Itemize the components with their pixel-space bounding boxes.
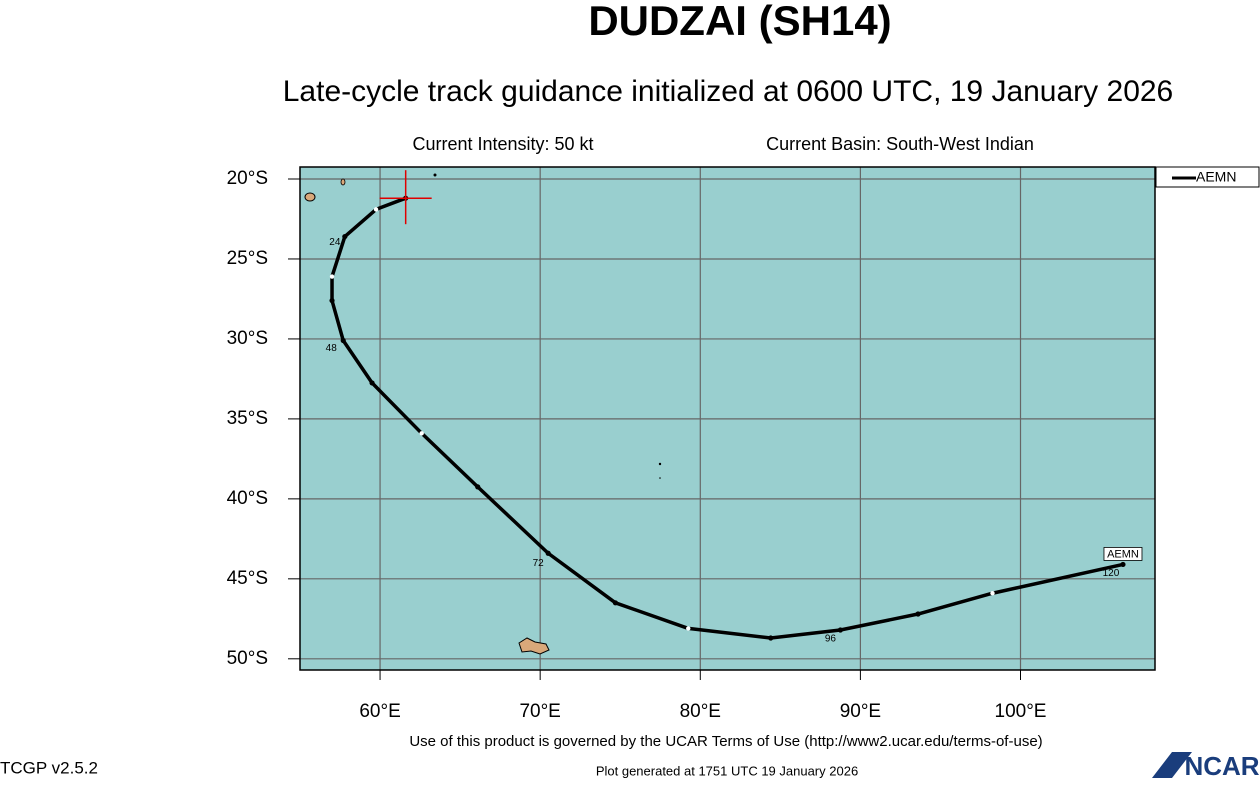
island	[658, 462, 662, 466]
track-end-box	[1103, 547, 1143, 561]
island	[518, 637, 550, 655]
legend-box	[1155, 166, 1260, 188]
y-tick-label: 45°S	[227, 568, 268, 589]
legend-label: AEMN	[1196, 169, 1236, 185]
x-tick-label: 60°E	[359, 701, 400, 722]
track-point	[686, 626, 691, 631]
island	[304, 192, 316, 202]
y-tick-label: 30°S	[227, 328, 268, 349]
logo-mark	[1152, 752, 1192, 778]
hour-label: 96	[825, 634, 837, 645]
generated-note: Plot generated at 1751 UTC 19 January 20…	[596, 763, 858, 778]
x-tick-label: 90°E	[840, 701, 881, 722]
intensity: Current Intensity: 50 kt	[412, 134, 593, 154]
y-tick-label: 35°S	[227, 408, 268, 429]
track-point	[545, 550, 551, 556]
track-point	[768, 635, 774, 641]
y-tick-label: 25°S	[227, 248, 268, 269]
chart-title: DUDZAI (SH14)	[588, 0, 891, 44]
x-tick-label: 80°E	[680, 701, 721, 722]
track-point	[915, 611, 921, 617]
chart-subtitle: Late-cycle track guidance initialized at…	[283, 75, 1174, 108]
track-point	[329, 274, 335, 279]
footer-terms: Use of this product is governed by the U…	[409, 733, 1042, 750]
hour-label: 72	[533, 558, 545, 569]
x-tick-label: 100°E	[995, 701, 1047, 722]
basin: Current Basin: South-West Indian	[766, 134, 1034, 154]
island	[659, 477, 661, 479]
hour-label: 120	[1103, 568, 1120, 579]
track-point	[342, 233, 348, 240]
track-point	[419, 431, 424, 436]
x-tick-label: 70°E	[519, 701, 560, 722]
map-layer	[300, 167, 1155, 670]
y-tick-label: 40°S	[227, 488, 268, 509]
track-point	[373, 207, 379, 212]
track-point	[612, 600, 619, 606]
y-tick-label: 20°S	[227, 168, 268, 189]
track-point	[990, 591, 995, 596]
track-point	[340, 337, 346, 344]
track-end-label: AEMN	[1107, 548, 1139, 560]
track-point	[369, 380, 375, 386]
version: TCGP v2.5.2	[0, 758, 98, 777]
track-point	[475, 484, 481, 490]
track-point	[1120, 561, 1126, 568]
y-tick-label: 50°S	[227, 648, 268, 669]
island	[433, 173, 437, 177]
track-point	[329, 297, 335, 304]
island	[340, 178, 346, 186]
track-point	[837, 627, 843, 633]
hour-label: 24	[329, 237, 341, 248]
hour-label: 48	[326, 343, 338, 354]
logo: NCAR	[1184, 751, 1259, 780]
